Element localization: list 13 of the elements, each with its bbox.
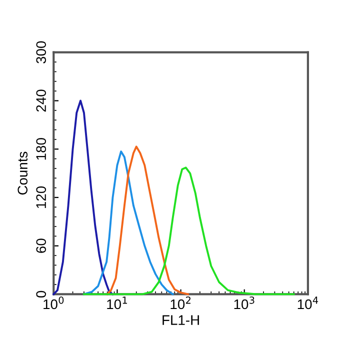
x-tick-label: 10$^{3}$	[234, 296, 254, 310]
y-tick-label: 240	[36, 90, 46, 112]
x-axis-title: FL1-H	[162, 315, 199, 325]
y-tick-label: 300	[36, 41, 46, 64]
y-axis-title: Counts	[18, 152, 28, 195]
x-tick-label: 10$^{2}$	[170, 296, 190, 310]
y-tick-label: 60	[36, 238, 46, 253]
x-tick-label: 10$^{0}$	[44, 296, 64, 310]
y-tick-label: 180	[36, 138, 46, 160]
y-tick-label: 0	[36, 290, 46, 298]
x-tick-label: 10$^{1}$	[107, 296, 127, 310]
x-tick-label: 10$^{4}$	[298, 296, 318, 310]
y-tick-label: 120	[36, 186, 46, 208]
